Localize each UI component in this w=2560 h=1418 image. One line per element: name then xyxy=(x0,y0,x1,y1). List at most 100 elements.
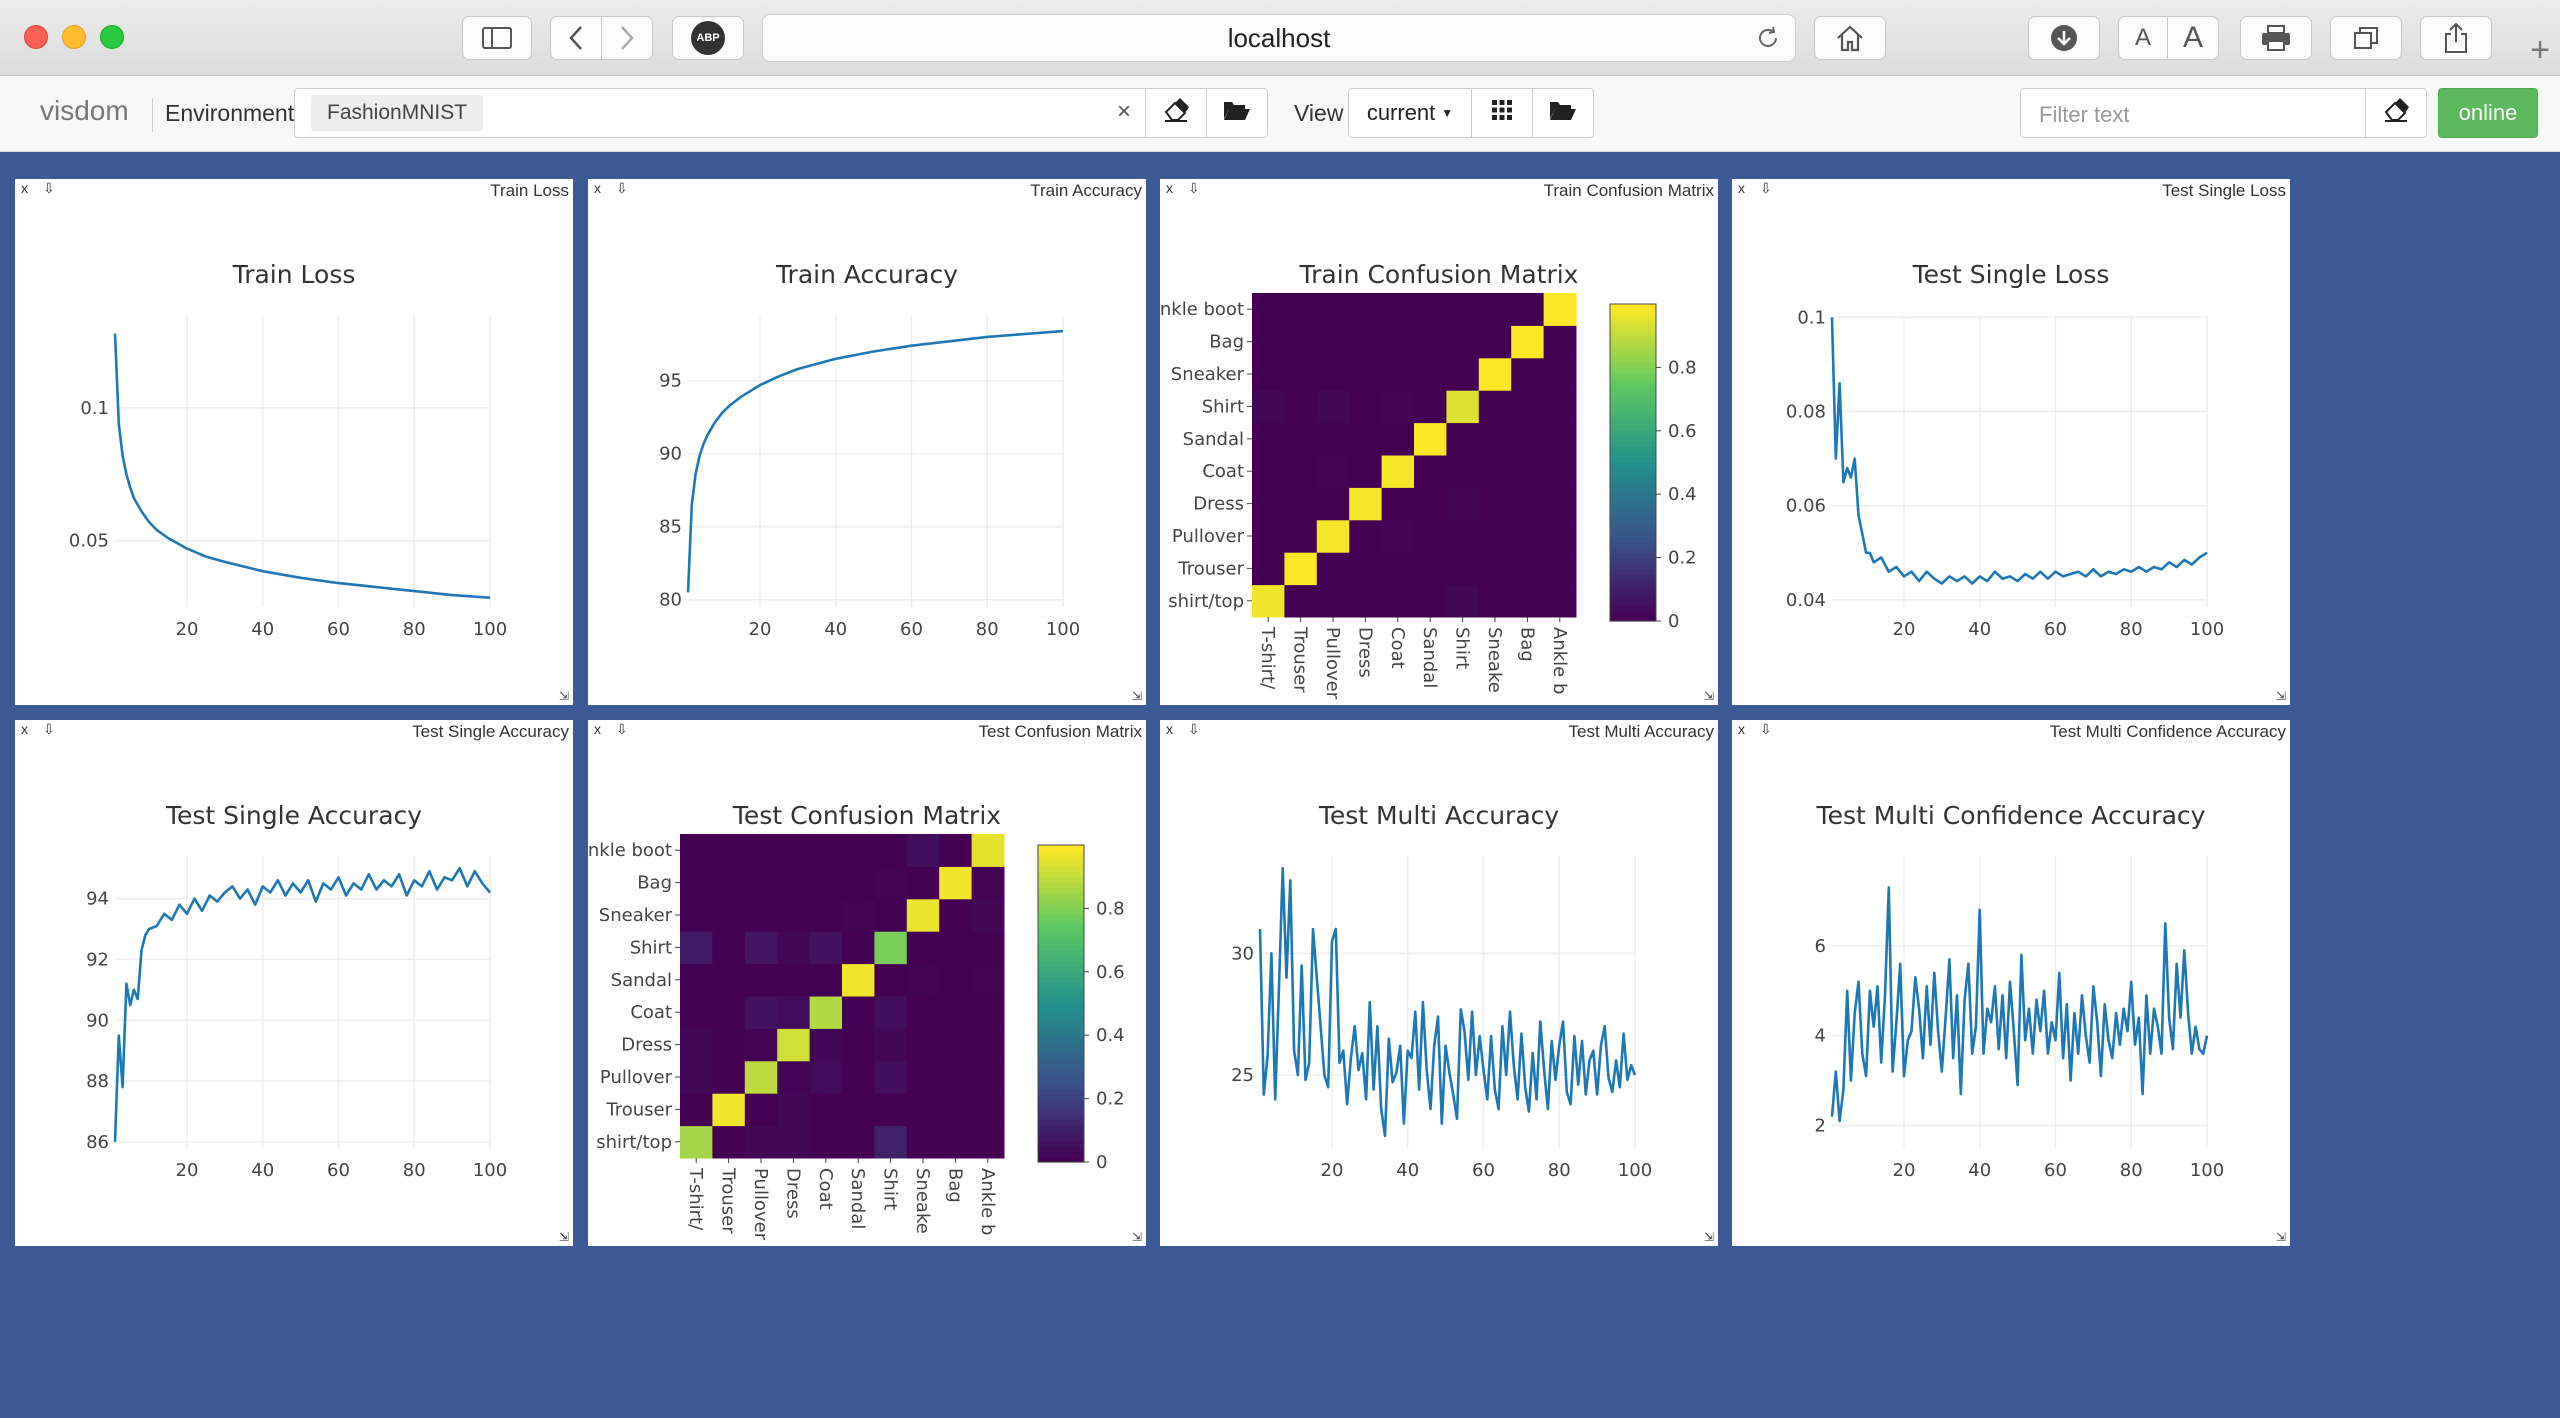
heatmap-cell xyxy=(1478,293,1512,326)
environment-select[interactable]: FashionMNIST × xyxy=(294,88,1146,138)
download-icon[interactable]: ⇩ xyxy=(616,721,628,737)
reload-icon[interactable] xyxy=(1755,25,1781,58)
back-button[interactable] xyxy=(550,16,602,60)
colorbar-segment xyxy=(1038,892,1084,899)
resize-handle-icon[interactable]: ⇲ xyxy=(2275,689,2286,703)
colorbar-segment xyxy=(1610,499,1656,506)
heatmap-cell xyxy=(1252,552,1285,586)
heatmap-cell xyxy=(1511,487,1545,521)
download-icon[interactable]: ⇩ xyxy=(1188,180,1200,196)
sidebar-toggle-button[interactable] xyxy=(462,16,532,60)
pane-titlebar[interactable]: x ⇩ Test Confusion Matrix xyxy=(588,720,1146,742)
manage-env-button[interactable] xyxy=(1206,88,1268,138)
pane-train-loss[interactable]: x ⇩ Train Loss Train Loss 20 40 60 80 100 0.05… xyxy=(15,179,573,705)
pane-train-accuracy[interactable]: x ⇩ Train Accuracy Train Accuracy 20 40 60 8… xyxy=(588,179,1146,705)
heatmap-cell xyxy=(1252,519,1285,553)
environment-tag[interactable]: FashionMNIST xyxy=(311,95,484,131)
font-larger-button[interactable]: A xyxy=(2167,16,2219,60)
minimize-window-button[interactable] xyxy=(62,25,86,49)
view-select[interactable]: current ▼ xyxy=(1348,88,1472,138)
download-icon[interactable]: ⇩ xyxy=(43,721,55,737)
y-tick-label: 25 xyxy=(1231,1065,1254,1086)
heatmap-cell xyxy=(1543,519,1577,553)
heatmap-cell xyxy=(712,866,746,900)
colorbar-segment xyxy=(1038,1061,1084,1068)
font-smaller-button[interactable]: A xyxy=(2118,16,2168,60)
heatmap-cell xyxy=(1543,293,1577,326)
download-icon[interactable]: ⇩ xyxy=(616,180,628,196)
pane-titlebar[interactable]: x ⇩ Test Multi Accuracy xyxy=(1160,720,1718,742)
pane-title: Test Multi Confidence Accuracy xyxy=(2049,722,2286,741)
print-button[interactable] xyxy=(2240,16,2312,60)
heatmap-cell xyxy=(712,963,746,997)
tabs-overview-button[interactable] xyxy=(2330,16,2402,60)
manage-view-button[interactable] xyxy=(1532,88,1594,138)
colorbar-segment xyxy=(1038,845,1084,851)
heatmap-cell xyxy=(906,1093,940,1127)
resize-handle-icon[interactable]: ⇲ xyxy=(1703,1230,1714,1244)
clear-filter-button[interactable] xyxy=(2365,88,2427,138)
repack-button[interactable] xyxy=(1471,88,1533,138)
close-icon[interactable]: x xyxy=(1166,180,1173,196)
clear-environment-button[interactable]: × xyxy=(1116,98,1131,125)
filter-input[interactable]: Filter text xyxy=(2020,88,2366,138)
download-icon[interactable]: ⇩ xyxy=(1760,721,1772,737)
colorbar-segment xyxy=(1038,955,1084,962)
pane-titlebar[interactable]: x ⇩ Test Single Accuracy xyxy=(15,720,573,742)
pane-test-single-loss[interactable]: x ⇩ Test Single Loss Test Single Loss 20 4… xyxy=(1732,179,2290,705)
heatmap-cell xyxy=(1252,584,1285,618)
download-icon[interactable]: ⇩ xyxy=(1188,721,1200,737)
new-tab-button[interactable]: + xyxy=(2530,31,2550,69)
close-icon[interactable]: x xyxy=(21,721,28,737)
resize-handle-icon[interactable]: ⇲ xyxy=(1131,1230,1142,1244)
heatmap-cell xyxy=(1511,552,1545,586)
home-button[interactable] xyxy=(1814,16,1886,60)
pane-titlebar[interactable]: x ⇩ Train Loss xyxy=(15,179,573,201)
adblock-button[interactable]: ABP xyxy=(672,16,744,60)
resize-handle-icon[interactable]: ⇲ xyxy=(558,1230,569,1244)
x-tick-label: 20 xyxy=(176,619,199,640)
resize-handle-icon[interactable]: ⇲ xyxy=(1703,689,1714,703)
resize-handle-icon[interactable]: ⇲ xyxy=(1131,689,1142,703)
heatmap-cell xyxy=(744,834,778,867)
close-window-button[interactable] xyxy=(24,25,48,49)
y-tick-label: 30 xyxy=(1231,943,1254,964)
pane-titlebar[interactable]: x ⇩ Train Confusion Matrix xyxy=(1160,179,1718,201)
pane-titlebar[interactable]: x ⇩ Test Single Loss xyxy=(1732,179,2290,201)
pane-titlebar[interactable]: x ⇩ Test Multi Confidence Accuracy xyxy=(1732,720,2290,742)
close-icon[interactable]: x xyxy=(1738,180,1745,196)
heatmap-cell xyxy=(842,1125,875,1159)
x-tick-label: 40 xyxy=(1396,1160,1419,1181)
close-icon[interactable]: x xyxy=(1738,721,1745,737)
close-icon[interactable]: x xyxy=(594,721,601,737)
pane-test-single-accuracy[interactable]: x ⇩ Test Single Accuracy Test Single Acc… xyxy=(15,720,573,1246)
downloads-button[interactable] xyxy=(2028,16,2100,60)
forward-button[interactable] xyxy=(601,16,653,60)
address-bar[interactable]: localhost xyxy=(762,14,1796,62)
download-icon[interactable]: ⇩ xyxy=(43,180,55,196)
close-icon[interactable]: x xyxy=(21,180,28,196)
close-icon[interactable]: x xyxy=(1166,721,1173,737)
colorbar-frame xyxy=(1609,303,1657,622)
x-tick-label: 40 xyxy=(251,1160,274,1181)
resize-handle-icon[interactable]: ⇲ xyxy=(2275,1230,2286,1244)
pane-titlebar[interactable]: x ⇩ Train Accuracy xyxy=(588,179,1146,201)
pane-test-multi-accuracy[interactable]: x ⇩ Test Multi Accuracy Test Multi Accur… xyxy=(1160,720,1718,1246)
share-button[interactable] xyxy=(2420,16,2492,60)
pane-test-confusion-matrix[interactable]: x ⇩ Test Confusion Matrix Test Confusion… xyxy=(588,720,1146,1246)
zoom-window-button[interactable] xyxy=(100,25,124,49)
heatmap-cell xyxy=(971,1125,1005,1159)
heatmap-cell xyxy=(842,931,875,965)
clear-env-button[interactable] xyxy=(1145,88,1207,138)
heatmap-cell xyxy=(1284,293,1318,326)
pane-test-multi-confidence-accuracy[interactable]: x ⇩ Test Multi Confidence Accuracy Test … xyxy=(1732,720,2290,1246)
pane-train-confusion-matrix[interactable]: x ⇩ Train Confusion Matrix Train Confusi… xyxy=(1160,179,1718,705)
resize-handle-icon[interactable]: ⇲ xyxy=(558,689,569,703)
close-icon[interactable]: x xyxy=(594,180,601,196)
heatmap-cell xyxy=(744,898,778,932)
x-tick-label: Sandal xyxy=(847,1168,868,1229)
colorbar-segment xyxy=(1038,1040,1084,1047)
y-tick-label: 95 xyxy=(659,371,682,392)
x-tick-label: Coat xyxy=(1387,627,1408,669)
download-icon[interactable]: ⇩ xyxy=(1760,180,1772,196)
